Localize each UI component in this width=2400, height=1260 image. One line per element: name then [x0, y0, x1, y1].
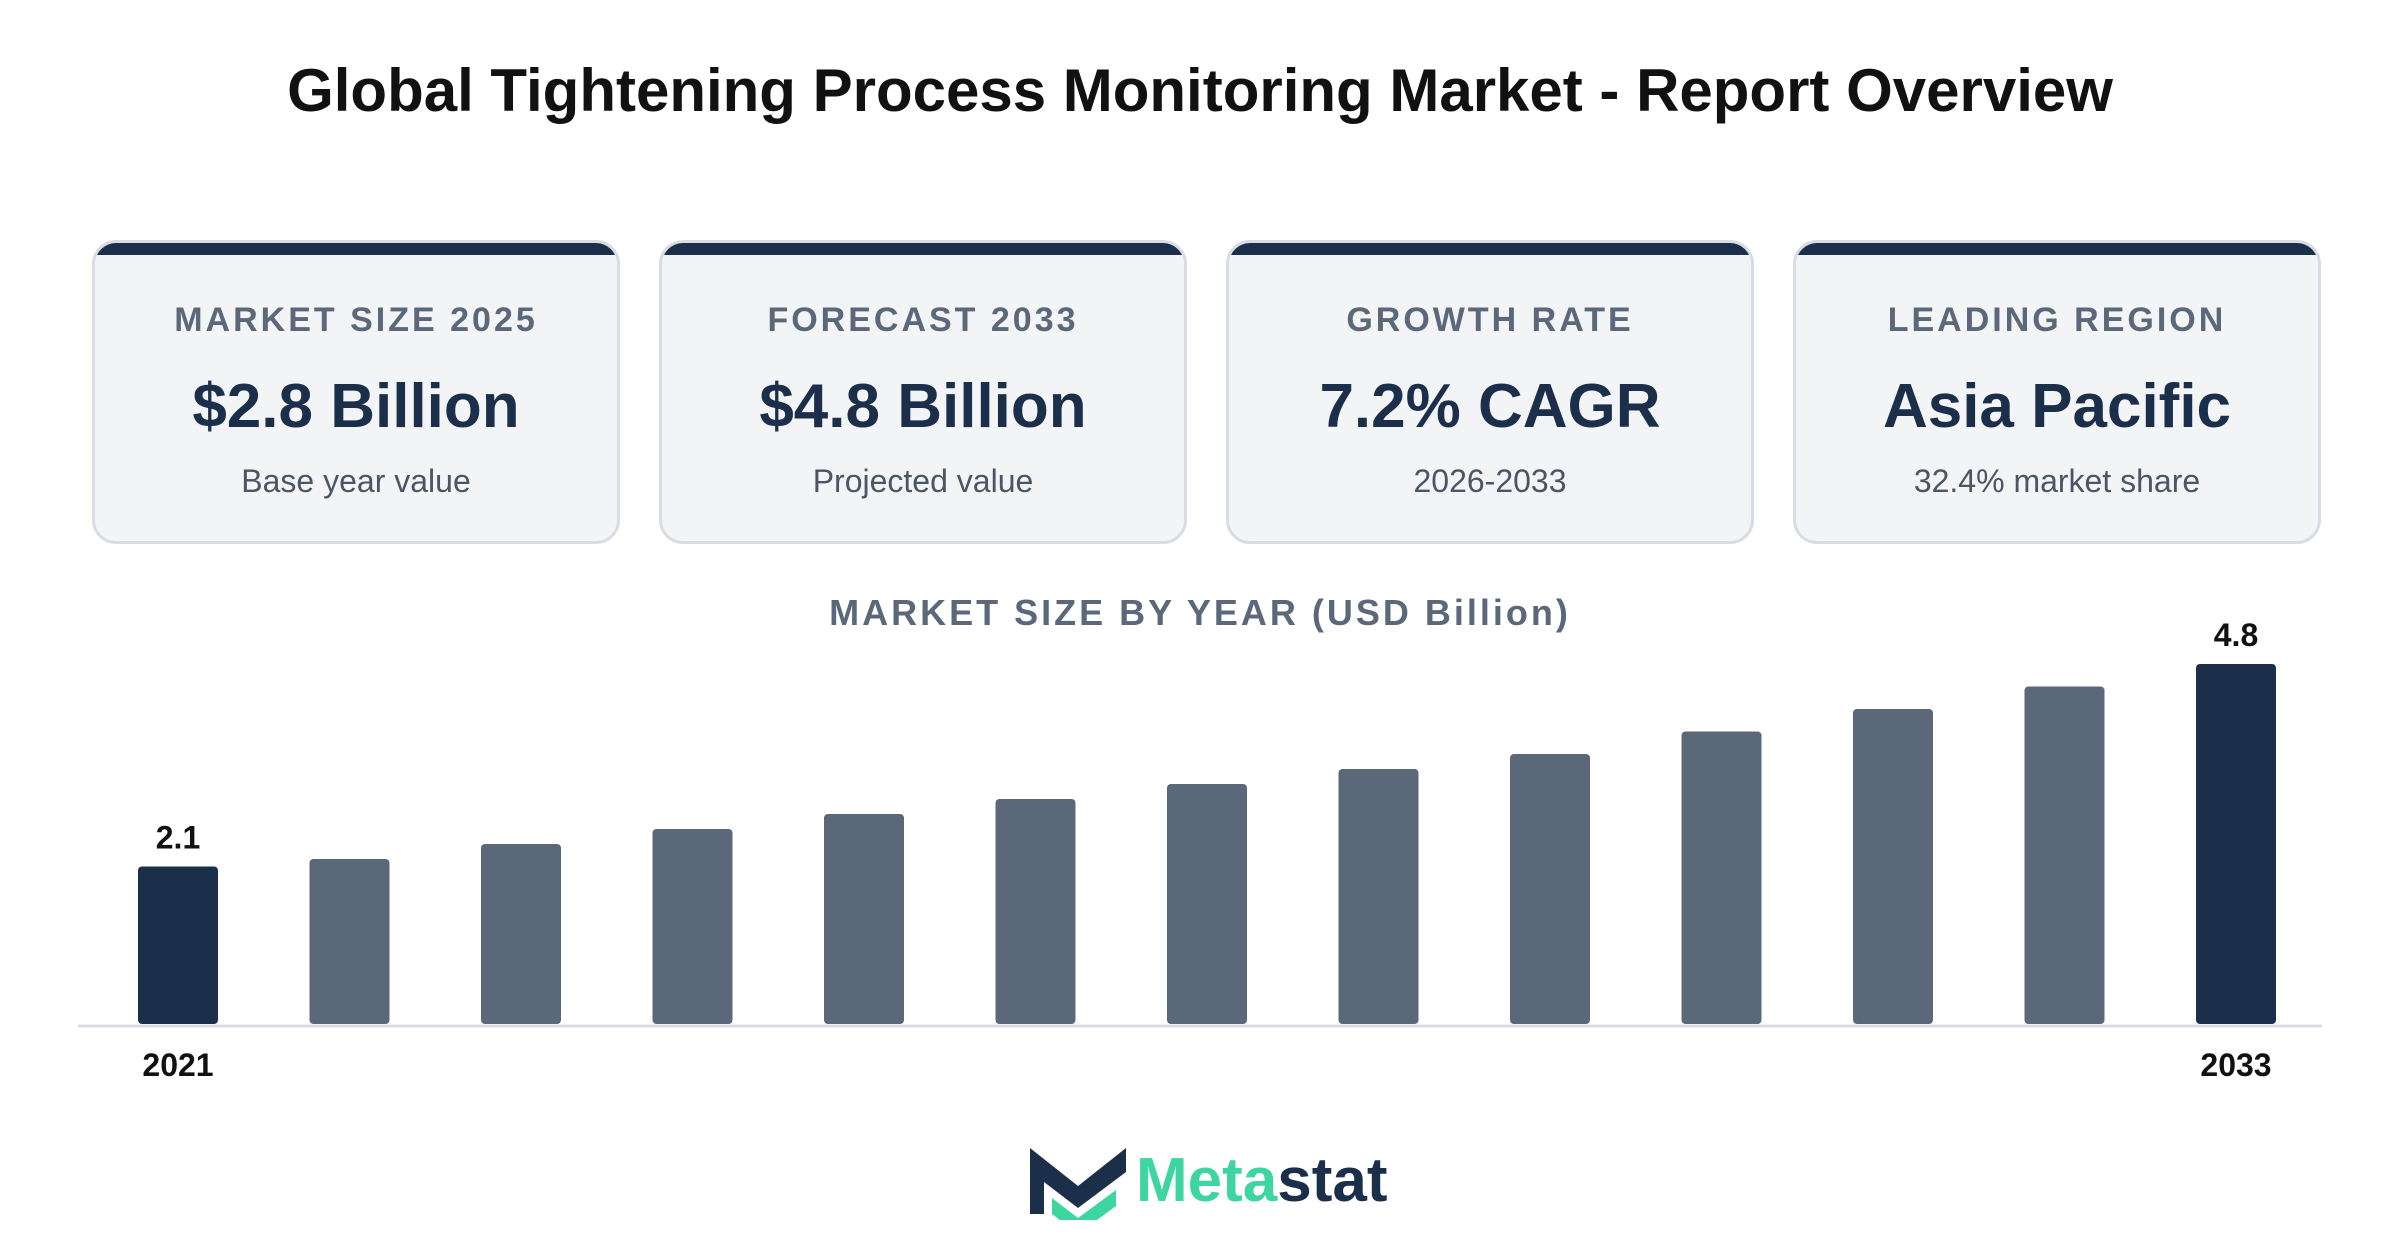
- card-value: $2.8 Billion: [192, 372, 520, 441]
- bar-2032: [2024, 686, 2105, 1024]
- card-note: 2026-2033: [1413, 463, 1567, 499]
- bar-2029: [1510, 754, 1590, 1024]
- bar-2030: [1681, 731, 1762, 1024]
- card-note: Base year value: [241, 463, 471, 499]
- stat-card-growth-rate: GROWTH RATE 7.2% CAGR 2026-2033: [1226, 240, 1754, 544]
- bar-2022: [309, 859, 390, 1024]
- bar-2026: [995, 799, 1076, 1024]
- card-value: Asia Pacific: [1882, 372, 2232, 441]
- stat-card-forecast: FORECAST 2033 $4.8 Billion Projected val…: [659, 240, 1187, 544]
- logo-wordmark: Metastat: [1136, 1142, 1388, 1220]
- metastat-logo-icon: [1030, 1148, 1126, 1234]
- bar-2033: [2196, 664, 2276, 1024]
- logo-text-meta: Meta: [1136, 1146, 1278, 1215]
- bar-2023: [481, 844, 561, 1024]
- data-label-2021: 2.1: [156, 820, 200, 856]
- card-label: MARKET SIZE 2025: [174, 301, 538, 339]
- bar-2021: [138, 866, 218, 1024]
- tick-label-2033: 2033: [2200, 1047, 2271, 1083]
- card-label: LEADING REGION: [1887, 301, 2227, 339]
- data-label-2033: 4.8: [2214, 617, 2258, 653]
- page-title: Global Tightening Process Monitoring Mar…: [287, 57, 2113, 124]
- card-note: Projected value: [812, 463, 1034, 499]
- card-value: 7.2% CAGR: [1319, 372, 1661, 441]
- card-label: FORECAST 2033: [767, 301, 1079, 339]
- stat-card-market-size: MARKET SIZE 2025 $2.8 Billion Base year …: [92, 240, 620, 544]
- card-accent-bar: [1229, 243, 1751, 255]
- logo-text-stat: stat: [1277, 1146, 1388, 1215]
- card-accent-bar: [662, 243, 1184, 255]
- stat-card-leading-region: LEADING REGION Asia Pacific 32.4% market…: [1793, 240, 2321, 544]
- card-accent-bar: [1796, 243, 2318, 255]
- metastat-logo: Metastat: [1028, 1142, 1398, 1234]
- card-label: GROWTH RATE: [1346, 301, 1634, 339]
- bar-chart: 2.1 2021 4.8 2033: [78, 617, 2322, 1083]
- chart-title: MARKET SIZE BY YEAR (USD Billion): [829, 592, 1571, 633]
- card-note: 32.4% market share: [1913, 463, 2201, 499]
- stat-cards: MARKET SIZE 2025 $2.8 Billion Base year …: [92, 240, 2322, 544]
- card-value: $4.8 Billion: [759, 372, 1087, 441]
- bar-2028: [1338, 769, 1419, 1024]
- bar-2024: [652, 829, 733, 1024]
- card-accent-bar: [95, 243, 617, 255]
- bar-2025: [824, 814, 904, 1024]
- bar-2031: [1853, 709, 1933, 1024]
- bar-2027: [1167, 784, 1247, 1024]
- tick-label-2021: 2021: [142, 1047, 213, 1083]
